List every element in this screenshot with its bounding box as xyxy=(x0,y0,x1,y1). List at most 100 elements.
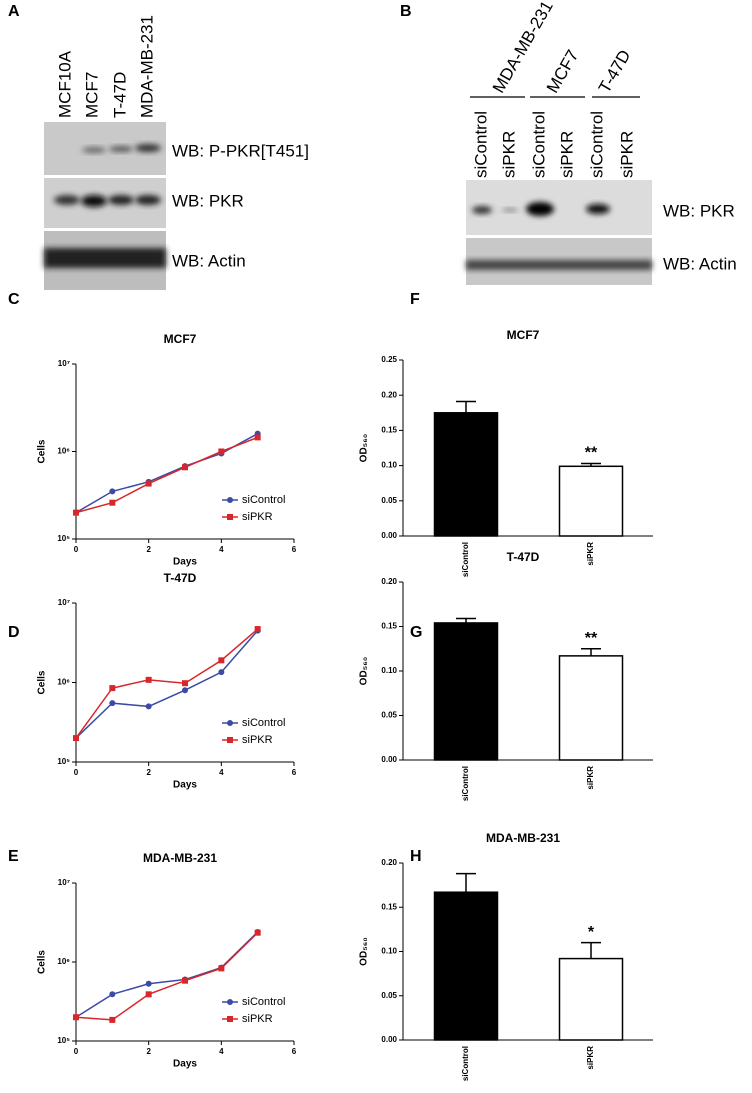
point xyxy=(182,680,188,687)
y-axis-label: Cells xyxy=(37,439,48,463)
row-label: WB: PKR xyxy=(663,201,735,220)
lane-label: MDA-MB-231 xyxy=(137,15,156,118)
legend-marker xyxy=(227,497,233,503)
y-tick-label: 0.20 xyxy=(381,577,397,586)
lane-label: siPKR xyxy=(499,131,518,178)
point xyxy=(254,434,261,441)
y-tick-label: 10⁷ xyxy=(58,598,70,607)
y-tick-label: 0.05 xyxy=(381,991,397,1000)
point xyxy=(145,676,152,683)
y-axis-label: Cells xyxy=(37,950,48,974)
legend-marker xyxy=(227,999,233,1005)
y-tick-label: 10⁶ xyxy=(57,678,70,687)
legend-label: siControl xyxy=(242,996,285,1008)
x-axis-label: Days xyxy=(173,1059,197,1070)
bar xyxy=(433,891,499,1041)
panel-letter: E xyxy=(8,848,19,865)
panel-letter: G xyxy=(410,624,422,641)
chart-title: T-47D xyxy=(164,571,197,585)
group-label: MCF7 xyxy=(543,47,583,97)
point xyxy=(218,669,225,676)
blot-b-images xyxy=(466,180,652,285)
x-tick-label: siControl xyxy=(461,1046,470,1081)
y-tick-label: 0.15 xyxy=(381,622,397,631)
legend-marker xyxy=(227,1016,233,1022)
bar xyxy=(433,412,499,537)
x-tick-label: siPKR xyxy=(586,542,595,566)
y-axis-label: OD₅₆₀ xyxy=(359,937,370,966)
point xyxy=(218,657,225,664)
series-line xyxy=(75,436,258,514)
panel-letter: A xyxy=(8,3,20,20)
chart-title: MDA-MB-231 xyxy=(486,831,560,845)
x-tick-label: 0 xyxy=(74,545,79,554)
y-tick-label: 0.10 xyxy=(381,947,397,956)
lane-label: siPKR xyxy=(557,131,576,178)
lane-label: siPKR xyxy=(617,131,636,178)
legend-label: siPKR xyxy=(242,511,273,523)
bar xyxy=(558,957,624,1041)
y-tick-label: 0.10 xyxy=(381,461,397,470)
point xyxy=(145,703,152,710)
bar xyxy=(433,622,499,761)
y-tick-label: 10⁵ xyxy=(57,1036,70,1045)
point xyxy=(182,977,188,984)
x-tick-label: siControl xyxy=(461,542,470,577)
x-axis-label: Days xyxy=(173,557,197,568)
point xyxy=(145,480,152,487)
legend-marker xyxy=(227,514,233,520)
y-tick-label: 10⁷ xyxy=(58,359,70,368)
y-tick-label: 0.20 xyxy=(381,390,397,399)
y-tick-label: 0.20 xyxy=(381,858,397,867)
x-tick-label: 6 xyxy=(292,768,297,777)
panel-letter: B xyxy=(400,3,412,20)
panel-letter: H xyxy=(410,848,422,865)
chart-title: MCF7 xyxy=(164,332,197,346)
x-tick-label: 4 xyxy=(219,1047,224,1056)
chart-title: MDA-MB-231 xyxy=(143,851,217,865)
point xyxy=(73,735,79,742)
lane-label: siControl xyxy=(587,111,606,178)
panel-letter: C xyxy=(8,291,20,308)
y-tick-label: 0.15 xyxy=(381,902,397,911)
y-tick-label: 0.05 xyxy=(381,711,397,720)
y-tick-label: 10⁵ xyxy=(57,534,70,543)
series-line xyxy=(75,932,259,1021)
point xyxy=(73,1014,79,1021)
point xyxy=(218,965,225,972)
y-tick-label: 0.00 xyxy=(381,1035,397,1044)
x-tick-label: 4 xyxy=(219,768,224,777)
y-tick-label: 10⁶ xyxy=(57,957,70,966)
x-tick-label: 6 xyxy=(292,545,297,554)
point xyxy=(254,929,261,936)
point xyxy=(145,980,152,987)
lane-label: siControl xyxy=(529,111,548,178)
y-tick-label: 0.25 xyxy=(381,355,397,364)
point xyxy=(109,488,116,495)
point xyxy=(254,626,261,633)
panel-letter: F xyxy=(410,291,420,308)
point xyxy=(109,685,116,692)
x-tick-label: siControl xyxy=(461,766,470,801)
row-label: WB: P-PKR[T451] xyxy=(172,141,309,160)
y-tick-label: 10⁶ xyxy=(57,447,70,456)
y-axis-label: Cells xyxy=(37,670,48,694)
point xyxy=(109,499,116,506)
point xyxy=(182,464,188,471)
row-label: WB: Actin xyxy=(663,254,737,273)
annotation: * xyxy=(588,924,595,941)
bar xyxy=(558,655,624,761)
x-tick-label: siPKR xyxy=(586,1046,595,1070)
y-axis-label: OD₅₆₀ xyxy=(359,434,370,463)
legend-label: siPKR xyxy=(242,734,273,746)
y-axis-label: OD₅₆₀ xyxy=(359,657,370,686)
x-tick-label: 0 xyxy=(74,1047,79,1056)
x-tick-label: 6 xyxy=(292,1047,297,1056)
x-tick-label: 0 xyxy=(74,768,79,777)
lane-label: siControl xyxy=(471,111,490,178)
x-tick-label: 4 xyxy=(219,545,224,554)
point xyxy=(145,991,152,998)
point xyxy=(109,1016,116,1023)
legend-label: siControl xyxy=(242,717,285,729)
